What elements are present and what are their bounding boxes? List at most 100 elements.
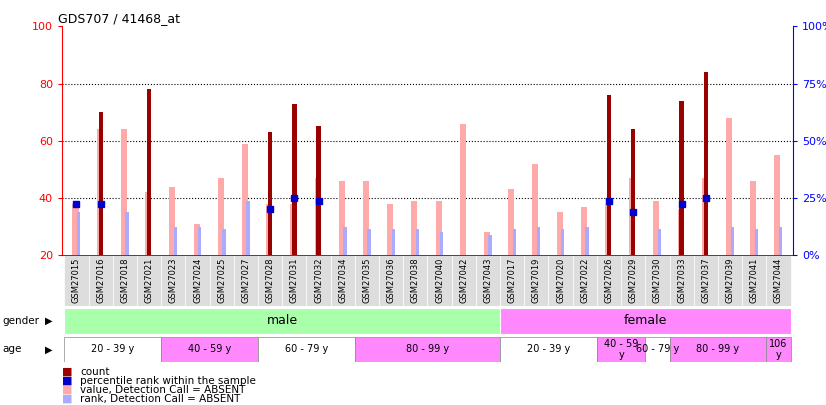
Bar	[775, 155, 781, 255]
Bar	[368, 229, 371, 255]
Bar	[581, 207, 586, 255]
Text: GSM27030: GSM27030	[653, 258, 662, 303]
Text: GSM27029: GSM27029	[629, 258, 638, 303]
Bar	[779, 226, 782, 255]
Bar	[258, 337, 355, 362]
Text: GSM27041: GSM27041	[750, 258, 759, 303]
Bar	[145, 192, 151, 255]
Text: GSM27023: GSM27023	[169, 258, 178, 303]
Text: GSM27025: GSM27025	[217, 258, 226, 303]
Bar	[392, 229, 395, 255]
Text: GSM27038: GSM27038	[411, 258, 420, 303]
Text: GSM27020: GSM27020	[556, 258, 565, 303]
Bar	[488, 235, 491, 255]
Bar	[355, 337, 500, 362]
Bar	[161, 255, 185, 306]
Text: GSM27035: GSM27035	[363, 258, 372, 303]
Text: 40 - 59
y: 40 - 59 y	[604, 339, 638, 360]
Bar	[363, 181, 369, 255]
Bar	[605, 204, 611, 255]
Text: GSM27036: GSM27036	[387, 258, 396, 303]
Text: GSM27016: GSM27016	[96, 258, 105, 303]
Bar	[597, 255, 621, 306]
Text: ▶: ▶	[45, 344, 53, 354]
Text: GSM27042: GSM27042	[459, 258, 468, 303]
Text: ■: ■	[62, 394, 73, 403]
Bar	[508, 190, 515, 255]
Bar	[121, 129, 127, 255]
Bar	[726, 118, 732, 255]
Bar	[500, 337, 597, 362]
Text: 80 - 99 y: 80 - 99 y	[696, 344, 739, 354]
Bar	[561, 229, 564, 255]
Text: rank, Detection Call = ABSENT: rank, Detection Call = ABSENT	[80, 394, 240, 403]
Text: GSM27044: GSM27044	[774, 258, 783, 303]
Bar	[694, 255, 718, 306]
Bar	[266, 204, 273, 255]
Bar	[222, 229, 225, 255]
Bar	[411, 201, 417, 255]
Bar	[629, 178, 635, 255]
Bar	[476, 255, 500, 306]
Text: ■: ■	[62, 367, 73, 377]
Bar	[670, 255, 694, 306]
Bar	[268, 132, 273, 255]
Text: GSM27032: GSM27032	[314, 258, 323, 303]
Bar	[169, 186, 175, 255]
Text: 80 - 99 y: 80 - 99 y	[406, 344, 449, 354]
Text: GSM27026: GSM27026	[605, 258, 614, 303]
Bar	[113, 255, 137, 306]
Text: 20 - 39 y: 20 - 39 y	[527, 344, 570, 354]
Text: GSM27019: GSM27019	[532, 258, 541, 303]
Bar	[137, 255, 161, 306]
Text: GSM27027: GSM27027	[241, 258, 250, 303]
Bar	[607, 95, 611, 255]
Bar	[379, 255, 403, 306]
Text: GSM27031: GSM27031	[290, 258, 299, 303]
Bar	[97, 129, 102, 255]
Bar	[161, 337, 258, 362]
Bar	[210, 255, 234, 306]
Text: GSM27021: GSM27021	[145, 258, 154, 303]
Text: 20 - 39 y: 20 - 39 y	[91, 344, 135, 354]
Bar	[500, 308, 790, 334]
Bar	[500, 255, 525, 306]
Bar	[387, 204, 393, 255]
Bar	[218, 178, 224, 255]
Bar	[415, 229, 420, 255]
Bar	[73, 204, 78, 255]
Bar	[513, 229, 516, 255]
Text: 60 - 79 y: 60 - 79 y	[285, 344, 328, 354]
Bar	[98, 112, 103, 255]
Text: GSM27037: GSM27037	[701, 258, 710, 303]
Bar	[484, 232, 490, 255]
Text: GSM27040: GSM27040	[435, 258, 444, 303]
Bar	[557, 212, 563, 255]
Bar	[427, 255, 452, 306]
Bar	[742, 255, 767, 306]
Bar	[282, 255, 306, 306]
Bar	[193, 224, 200, 255]
Bar	[306, 255, 330, 306]
Bar	[344, 226, 347, 255]
Text: GSM27024: GSM27024	[193, 258, 202, 303]
Bar	[677, 209, 684, 255]
Bar	[702, 178, 708, 255]
Bar	[77, 212, 80, 255]
Text: age: age	[2, 344, 21, 354]
Bar	[597, 337, 645, 362]
Bar	[645, 255, 670, 306]
Bar	[64, 308, 500, 334]
Text: 40 - 59 y: 40 - 59 y	[188, 344, 231, 354]
Bar	[653, 201, 659, 255]
Bar	[316, 126, 320, 255]
Bar	[586, 226, 589, 255]
Text: female: female	[624, 314, 667, 328]
Text: GSM27043: GSM27043	[483, 258, 492, 303]
Bar	[246, 201, 249, 255]
Bar	[339, 181, 344, 255]
Bar	[525, 255, 548, 306]
Text: GDS707 / 41468_at: GDS707 / 41468_at	[59, 12, 180, 25]
Bar	[315, 178, 320, 255]
Bar	[126, 212, 129, 255]
